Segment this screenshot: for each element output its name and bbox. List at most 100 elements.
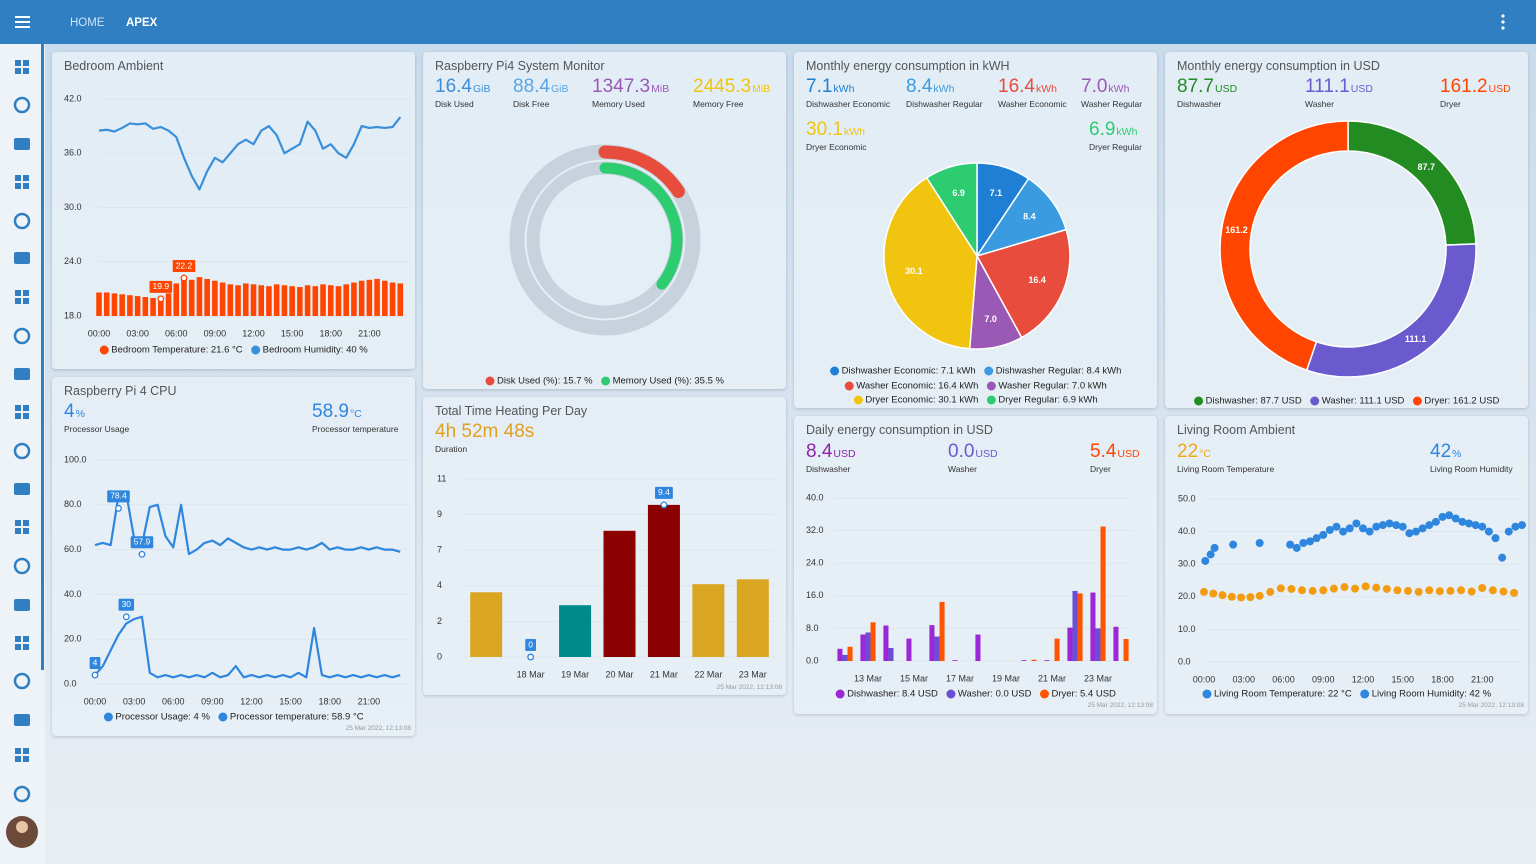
bar <box>297 287 303 316</box>
card-title: Raspberry Pi4 System Monitor <box>435 59 605 73</box>
icon-shape <box>13 672 31 690</box>
tab-home[interactable]: HOME <box>70 17 105 29</box>
pie-slice <box>1347 120 1477 246</box>
icon-shape <box>13 327 31 345</box>
annotation-label: 0 <box>528 639 533 649</box>
legend-swatch <box>103 712 113 722</box>
stat-value: 2445.3MiB <box>693 76 770 97</box>
stat-value: 6.9kWh <box>1089 119 1138 140</box>
bar <box>860 634 866 661</box>
bar <box>1077 593 1083 661</box>
bar <box>934 636 940 661</box>
y-tick-label: 50.0 <box>1178 493 1196 503</box>
nav-icon[interactable] <box>15 175 29 189</box>
nav-icon[interactable] <box>13 96 31 114</box>
nav-icon[interactable] <box>13 327 31 345</box>
x-tick-label: 06:00 <box>165 328 188 338</box>
x-tick-label: 21 Mar <box>1038 673 1066 683</box>
icon-shape <box>23 756 29 762</box>
scatter-point <box>1266 587 1275 596</box>
stat-label: Washer <box>948 464 977 474</box>
nav-icon[interactable] <box>15 748 29 762</box>
x-tick-label: 18 Mar <box>517 669 545 679</box>
nav-icon[interactable] <box>14 714 30 726</box>
nav-icon[interactable] <box>13 442 31 460</box>
nav-icon[interactable] <box>14 483 30 495</box>
icon-shape <box>13 442 31 460</box>
stat-value: 16.4kWh <box>998 76 1057 97</box>
nav-icon[interactable] <box>15 290 29 304</box>
scatter-point <box>1382 584 1391 593</box>
stat-label: Dryer Regular <box>1089 142 1142 152</box>
y-tick-label: 8.0 <box>806 623 819 633</box>
nav-icon[interactable] <box>14 138 30 150</box>
menu-button[interactable] <box>15 16 30 28</box>
legend-row: Dishwasher: 87.7 USD Washer: 111.1 USD Dry… <box>1194 396 1500 407</box>
bar <box>952 660 958 661</box>
nav-icon[interactable] <box>14 368 30 380</box>
nav-icon[interactable] <box>14 252 30 264</box>
dot <box>1501 26 1505 30</box>
x-tick-label: 18:00 <box>318 696 341 706</box>
x-tick-label: 00:00 <box>84 696 107 706</box>
x-tick-label: 06:00 <box>162 696 185 706</box>
stat-value: 4% <box>64 401 85 422</box>
bar <box>127 295 133 316</box>
scatter-point <box>1498 553 1507 562</box>
menu-line <box>15 16 30 18</box>
bar <box>188 279 195 316</box>
legend-swatch <box>835 689 845 699</box>
icon-shape <box>15 290 21 296</box>
stat-value: 7.0kWh <box>1081 76 1130 97</box>
more-button[interactable] <box>1501 14 1505 30</box>
scatter-point <box>1446 586 1455 595</box>
x-tick-label: 12:00 <box>242 328 265 338</box>
x-tick-label: 19 Mar <box>992 673 1020 683</box>
scatter-point <box>1398 522 1407 531</box>
bar <box>335 286 342 316</box>
timestamp: 25 Mar 2022, 12:13:08 <box>1088 702 1154 709</box>
legend-swatch <box>946 689 956 699</box>
slice-label: 7.0 <box>984 314 997 324</box>
nav-icon[interactable] <box>13 672 31 690</box>
nav-icon[interactable] <box>13 557 31 575</box>
icon-shape <box>23 636 29 642</box>
scatter-point <box>1287 584 1296 593</box>
nav-icon[interactable] <box>15 636 29 650</box>
bar <box>235 285 241 316</box>
nav-icon[interactable] <box>15 60 29 74</box>
scroll-indicator <box>41 44 44 670</box>
bar <box>134 296 141 316</box>
x-tick-label: 03:00 <box>123 696 146 706</box>
nav-icon[interactable] <box>13 785 31 803</box>
slice-label: 7.1 <box>990 188 1003 198</box>
bar <box>289 286 295 316</box>
scatter-point <box>1404 586 1413 595</box>
icon-shape <box>13 96 31 114</box>
x-tick-label: 09:00 <box>201 696 224 706</box>
legend-label: Washer: 0.0 USD <box>958 689 1032 700</box>
icon-shape <box>14 599 30 611</box>
nav-icon[interactable] <box>15 520 29 534</box>
legend-label: Memory Used (%): 35.5 % <box>613 376 725 387</box>
nav-icon[interactable] <box>13 212 31 230</box>
legend-row: Disk Used (%): 15.7 % Memory Used (%): 35… <box>485 376 725 387</box>
legend-row: Processor Usage: 4 % Processor temperatur… <box>103 712 364 723</box>
nav-icon[interactable] <box>15 405 29 419</box>
bar <box>929 625 935 661</box>
icon-shape <box>23 405 29 411</box>
pie-slice <box>975 228 1071 339</box>
bar <box>165 293 172 316</box>
bar <box>250 284 257 316</box>
icon-shape <box>23 175 29 181</box>
scatter-point <box>1206 550 1215 559</box>
stat-label: Duration <box>435 444 467 454</box>
y-tick-label: 0.0 <box>64 678 77 688</box>
line-series <box>94 492 401 556</box>
annotation-box <box>89 657 101 670</box>
tab-apex[interactable]: APEX <box>126 17 158 29</box>
scatter-point <box>1246 593 1255 602</box>
stat-value: 8.4kWh <box>906 76 955 97</box>
nav-icon[interactable] <box>14 599 30 611</box>
